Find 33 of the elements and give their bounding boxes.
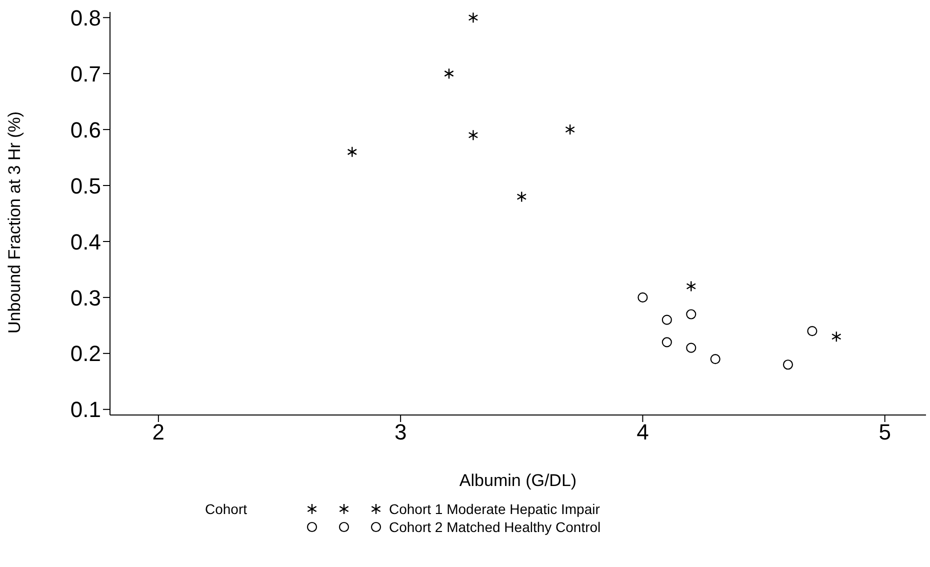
point <box>468 12 478 24</box>
point <box>831 331 842 342</box>
y-axis-title: Unbound Fraction at 3 Hr (%) <box>5 111 24 334</box>
x-tick-label: 2 <box>152 420 165 445</box>
point <box>710 354 720 364</box>
point <box>444 68 454 80</box>
y-tick-label: 0.8 <box>70 5 101 30</box>
point <box>565 124 575 136</box>
point <box>468 130 478 141</box>
x-tick-label: 4 <box>636 420 649 445</box>
x-tick-label: 3 <box>394 420 407 445</box>
point <box>686 280 696 292</box>
x-tick-label: 5 <box>878 420 891 445</box>
point <box>638 292 648 303</box>
y-tick-label: 0.5 <box>70 173 101 198</box>
y-tick-label: 0.2 <box>70 341 101 366</box>
point <box>686 342 696 353</box>
legend-title: Cohort <box>205 500 248 519</box>
point <box>516 191 527 202</box>
point <box>347 146 358 158</box>
legend-label: Cohort 1 Moderate Hepatic Impair <box>389 500 600 518</box>
point <box>782 360 794 370</box>
y-tick-label: 0.1 <box>70 397 101 422</box>
x-axis-title: Albumin (G/DL) <box>459 471 577 490</box>
y-tick-label: 0.6 <box>70 117 101 142</box>
y-tick-label: 0.7 <box>70 61 101 86</box>
y-tick-label: 0.4 <box>70 229 101 254</box>
point <box>686 309 696 320</box>
y-tick-label: 0.3 <box>70 285 101 310</box>
legend-label: Cohort 2 Matched Healthy Control <box>389 518 601 536</box>
point <box>662 337 672 348</box>
point <box>807 326 818 336</box>
point <box>662 314 672 325</box>
